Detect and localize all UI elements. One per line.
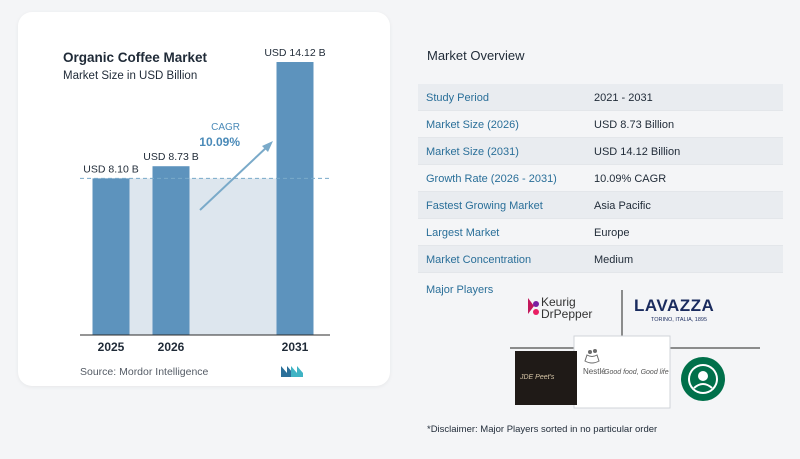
overview-value: USD 14.12 Billion (594, 146, 681, 158)
overview-row: Market Size (2031) USD 14.12 Billion (418, 138, 783, 165)
jde-logo-text: JDE Peet's (520, 374, 555, 381)
bar (152, 166, 190, 335)
overview-value: 2021 - 2031 (594, 92, 653, 104)
mordor-logo-icon (281, 366, 303, 377)
chart-title: Organic Coffee Market (63, 50, 208, 65)
overview-label: Fastest Growing Market (426, 200, 543, 212)
cagr-value: 10.09% (199, 135, 240, 149)
overview-row: Growth Rate (2026 - 2031) 10.09% CAGR (418, 165, 783, 192)
major-players-label: Major Players (426, 284, 494, 296)
data-label: USD 8.10 B (83, 163, 138, 175)
bar-chart: USD 8.10 B USD 8.73 B USD 14.12 B 2025 2026 2… (80, 47, 330, 354)
lavazza-logo-sub: TORINO, ITALIA, 1895 (651, 317, 708, 323)
nestle-nest-icon (584, 349, 600, 364)
overview-label: Largest Market (426, 227, 500, 239)
overview-label: Market Size (2026) (426, 119, 519, 131)
overview-label: Market Concentration (426, 254, 532, 266)
overview-label: Growth Rate (2026 - 2031) (426, 173, 557, 185)
cagr-arrowhead (262, 141, 273, 152)
data-label: USD 14.12 B (264, 47, 325, 59)
overview-value: Asia Pacific (594, 200, 651, 212)
cagr-label: CAGR (211, 122, 240, 133)
nestle-tagline: Good food, Good life (604, 369, 669, 376)
lavazza-logo: LAVAZZA (634, 296, 715, 315)
overview-title: Market Overview (427, 48, 525, 63)
disclaimer: *Disclaimer: Major Players sorted in no … (427, 424, 658, 435)
category-label: 2026 (158, 340, 185, 354)
overview-row: Largest Market Europe (418, 219, 783, 246)
major-players-logos (510, 290, 760, 409)
overview-label: Study Period (426, 92, 489, 104)
bar (276, 62, 314, 335)
overview-row: Market Concentration Medium (418, 246, 783, 273)
overview-value: Medium (594, 254, 634, 266)
category-label: 2025 (98, 340, 125, 354)
starbucks-logo-icon (681, 357, 725, 401)
overview-row: Fastest Growing Market Asia Pacific (418, 192, 783, 219)
overview-value: USD 8.73 Billion (594, 119, 675, 131)
bar (92, 178, 130, 335)
keurig-logo-text-2: DrPepper (541, 307, 593, 321)
keurig-logo-icon (528, 298, 539, 315)
data-label: USD 8.73 B (143, 151, 198, 163)
category-label: 2031 (282, 340, 309, 354)
overview-row: Study Period 2021 - 2031 (418, 84, 783, 111)
jde-logo-box (515, 351, 577, 405)
chart-subtitle: Market Size in USD Billion (63, 70, 198, 82)
cagr-arrow (199, 145, 269, 211)
overview-value: Europe (594, 227, 630, 239)
keurig-logo-text-1: Keurig (541, 295, 576, 309)
overview-row: Market Size (2026) USD 8.73 Billion (418, 111, 783, 138)
nestle-logo-text: Nestlé (583, 367, 606, 376)
overview-value: 10.09% CAGR (594, 173, 667, 185)
source-text: Source: Mordor Intelligence (80, 366, 209, 378)
market-overview-panel: Market Overview Study Period 2021 - 2031… (418, 0, 800, 459)
overview-label: Market Size (2031) (426, 146, 519, 158)
